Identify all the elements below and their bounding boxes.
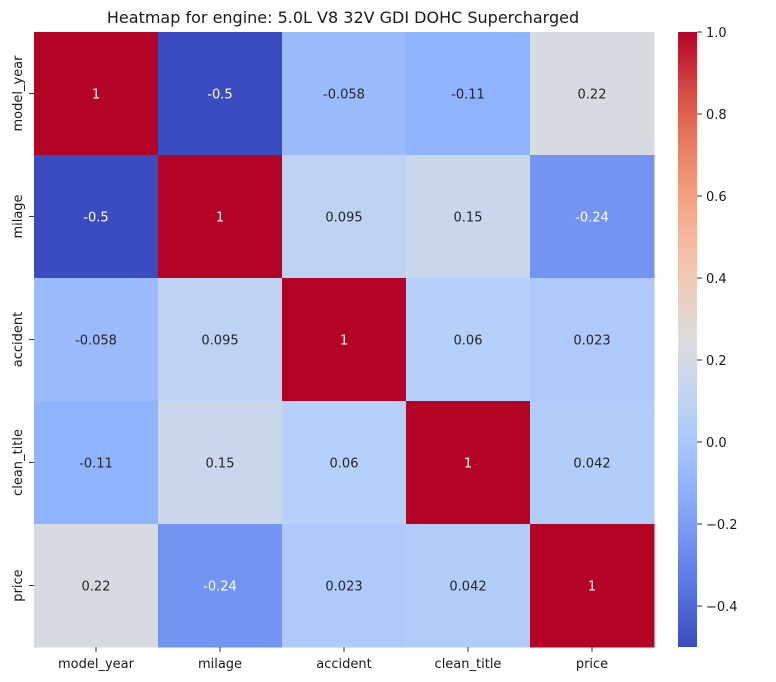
x-tick-label: accident — [316, 657, 371, 672]
heatmap-cell — [158, 32, 283, 156]
cell-value-label: 0.15 — [454, 211, 483, 226]
x-tick-label: milage — [198, 657, 242, 672]
cell-value-label: 0.15 — [206, 457, 235, 472]
x-axis: model_year milage accident clean_title price — [58, 647, 608, 672]
heatmap-cell — [158, 401, 283, 525]
y-tick-label: accident — [11, 312, 26, 367]
x-tick-label: clean_title — [435, 657, 502, 672]
heatmap-cell — [34, 278, 159, 402]
colorbar-tick-label: 0.4 — [706, 272, 727, 287]
cell-value-label: 1 — [340, 334, 348, 349]
colorbar-tick-label: −0.2 — [706, 518, 738, 533]
heatmap-cell — [530, 155, 655, 279]
cell-value-label: -0.11 — [451, 88, 485, 103]
chart-title: Heatmap for engine: 5.0L V8 32V GDI DOHC… — [107, 8, 579, 27]
heatmap-cells: 1 -0.5 -0.058 -0.11 0.22 -0.5 1 0.095 0.15 -0.24 -… — [34, 32, 655, 648]
heatmap-cell — [406, 524, 531, 648]
cell-value-label: 0.06 — [454, 334, 483, 349]
heatmap-cell — [34, 32, 159, 156]
heatmap-cell — [34, 401, 159, 525]
colorbar-tick-label: 0.8 — [706, 108, 727, 123]
cell-value-label: 0.023 — [325, 580, 362, 595]
heatmap-cell — [406, 278, 531, 402]
heatmap-cell — [34, 524, 159, 648]
colorbar-gradient — [678, 32, 697, 647]
colorbar-tick-label: −0.4 — [706, 600, 738, 615]
cell-value-label: 0.042 — [449, 580, 486, 595]
cell-value-label: 0.042 — [573, 457, 610, 472]
cell-value-label: 1 — [588, 580, 596, 595]
heatmap-cell — [34, 155, 159, 279]
heatmap-cell — [282, 401, 407, 525]
heatmap-cell — [158, 155, 283, 279]
cell-value-label: 1 — [216, 211, 224, 226]
heatmap-cell — [282, 32, 407, 156]
y-tick-label: milage — [11, 194, 26, 238]
x-tick-label: model_year — [58, 657, 135, 672]
heatmap-cell — [282, 278, 407, 402]
cell-value-label: 0.023 — [573, 334, 610, 349]
heatmap-cell — [158, 524, 283, 648]
colorbar-tick-label: 1.0 — [706, 26, 727, 41]
heatmap-cell — [530, 524, 655, 648]
cell-value-label: -0.5 — [207, 88, 232, 103]
heatmap-cell — [158, 278, 283, 402]
cell-value-label: 0.22 — [578, 88, 607, 103]
x-tick-label: price — [576, 657, 608, 672]
heatmap-cell — [530, 32, 655, 156]
heatmap-cell — [406, 32, 531, 156]
colorbar-tick-label: 0.2 — [706, 354, 727, 369]
colorbar-tick-label: 0.0 — [706, 436, 727, 451]
cell-value-label: 0.22 — [82, 580, 111, 595]
y-tick-label: model_year — [11, 55, 26, 132]
heatmap-cell — [530, 401, 655, 525]
colorbar: −0.4 −0.2 0.0 0.2 0.4 0.6 0.8 1.0 — [678, 26, 738, 647]
cell-value-label: 1 — [464, 457, 472, 472]
cell-value-label: -0.058 — [323, 88, 365, 103]
cell-value-label: -0.11 — [79, 457, 113, 472]
heatmap-cell — [282, 524, 407, 648]
y-tick-label: clean_title — [11, 429, 26, 496]
cell-value-label: 0.095 — [325, 211, 362, 226]
heatmap-cell — [282, 155, 407, 279]
heatmap-cell — [406, 155, 531, 279]
heatmap-cell — [406, 401, 531, 525]
y-tick-label: price — [11, 569, 26, 601]
cell-value-label: 1 — [92, 88, 100, 103]
cell-value-label: -0.058 — [75, 334, 117, 349]
cell-value-label: -0.24 — [203, 580, 237, 595]
cell-value-label: -0.24 — [575, 211, 609, 226]
cell-value-label: 0.095 — [201, 334, 238, 349]
cell-value-label: 0.06 — [330, 457, 359, 472]
heatmap-cell — [530, 278, 655, 402]
cell-value-label: -0.5 — [83, 211, 108, 226]
colorbar-tick-label: 0.6 — [706, 190, 727, 205]
